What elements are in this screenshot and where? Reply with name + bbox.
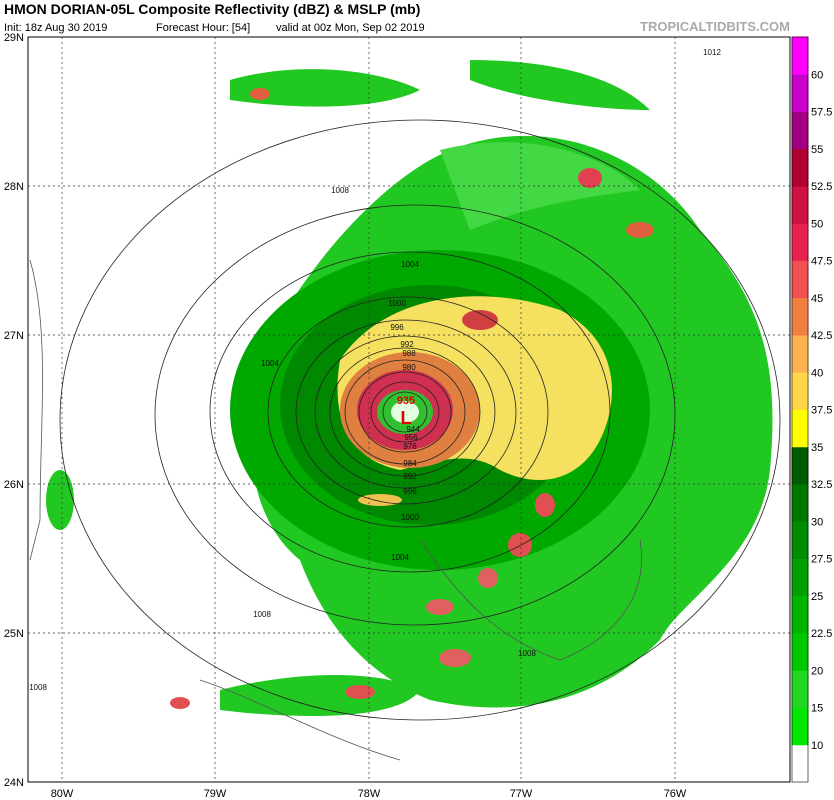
- colorbar-label: 52.5: [811, 181, 832, 193]
- colorbar-segment: [791, 260, 809, 299]
- colorbar-label: 60: [811, 69, 823, 81]
- colorbar-segment: [791, 409, 809, 448]
- colorbar-label: 27.5: [811, 554, 832, 566]
- colorbar-segment: [791, 73, 809, 112]
- isobar-label: 992: [400, 340, 414, 349]
- colorbar-label: 57.5: [811, 107, 832, 119]
- colorbar-label: 35: [811, 442, 823, 454]
- colorbar-segment: [791, 222, 809, 261]
- lat-label: 29N: [4, 32, 24, 44]
- colorbar-label: 15: [811, 703, 823, 715]
- title: HMON DORIAN-05L Composite Reflectivity (…: [4, 1, 420, 17]
- colorbar-label: 55: [811, 144, 823, 156]
- isobar-label: 1008: [253, 610, 271, 619]
- colorbar-label: 40: [811, 367, 823, 379]
- isobar-label: 1004: [401, 260, 419, 269]
- lat-label: 25N: [4, 628, 24, 640]
- colorbar-segment: [791, 148, 809, 187]
- colorbar-label: 22.5: [811, 628, 832, 640]
- isobar-label: 956: [404, 433, 418, 442]
- colorbar-segment: [791, 520, 809, 559]
- colorbar-segment: [791, 483, 809, 522]
- isobar-label: 980: [402, 363, 416, 372]
- colorbar-label: 25: [811, 591, 823, 603]
- colorbar-label: 50: [811, 218, 823, 230]
- lon-label: 79W: [204, 788, 227, 800]
- colorbar-segment: [791, 111, 809, 150]
- isobar-label: 1012: [703, 48, 721, 57]
- isobar-label: 1000: [388, 299, 406, 308]
- isobar-label: 1008: [518, 649, 536, 658]
- lon-label: 76W: [664, 788, 687, 800]
- isobar-label: 988: [402, 349, 416, 358]
- colorbar-segment: [791, 707, 809, 746]
- isobar-label: 1004: [391, 553, 409, 562]
- graticule: [28, 37, 790, 782]
- colorbar-label: 30: [811, 516, 823, 528]
- colorbar-label: 47.5: [811, 256, 832, 268]
- colorbar-segment: [791, 669, 809, 708]
- low-center: L: [401, 408, 412, 428]
- map-area: 935 L: [27, 36, 791, 783]
- colorbar-label: 10: [811, 740, 823, 752]
- colorbar-segment: [791, 558, 809, 597]
- colorbar-label: 42.5: [811, 330, 832, 342]
- colorbar-segment: [791, 371, 809, 410]
- colorbar-segment: [791, 185, 809, 224]
- colorbar-label: 20: [811, 665, 823, 677]
- colorbar-label: 32.5: [811, 479, 832, 491]
- isobar-label: 996: [390, 323, 404, 332]
- colorbar-segment: [791, 632, 809, 671]
- colorbar-label: 45: [811, 293, 823, 305]
- colorbar-segment: [791, 297, 809, 336]
- isobar-label: 1008: [29, 683, 47, 692]
- isobar-label: 944: [406, 425, 420, 434]
- valid-time: valid at 00z Mon, Sep 02 2019: [276, 22, 425, 34]
- colorbar-segment: [791, 595, 809, 634]
- isobar-label: 1000: [401, 513, 419, 522]
- colorbar-segment: [791, 36, 809, 75]
- lat-label: 26N: [4, 479, 24, 491]
- isobar-label: 984: [403, 459, 417, 468]
- lon-label: 77W: [510, 788, 533, 800]
- lat-label: 27N: [4, 330, 24, 342]
- isobars: [59, 119, 781, 721]
- low-pressure: 935: [397, 395, 415, 407]
- isobar-label: 996: [403, 487, 417, 496]
- lat-label: 24N: [4, 777, 24, 789]
- isobar-label: 992: [403, 472, 417, 481]
- isobar-label: 1004: [261, 359, 279, 368]
- watermark: TROPICALTIDBITS.COM: [640, 19, 790, 34]
- init: Init: 18z Aug 30 2019: [4, 22, 107, 34]
- colorbar-label: 37.5: [811, 405, 832, 417]
- isobar-label: 1008: [331, 186, 349, 195]
- lat-label: 28N: [4, 181, 24, 193]
- coastlines: [29, 259, 642, 761]
- isobar-label: 976: [403, 442, 417, 451]
- colorbar-segment: [791, 334, 809, 373]
- forecast-hour: Forecast Hour: [54]: [156, 22, 250, 34]
- lon-label: 78W: [358, 788, 381, 800]
- colorbar-segment: [791, 446, 809, 485]
- lon-label: 80W: [51, 788, 74, 800]
- colorbar-segment: [791, 744, 809, 783]
- colorbar: 10 15 20 22.5 25 27.5 30 32.5 35 37.5 40 42.5 45 47.5…: [791, 36, 832, 783]
- colorbar-frame: [791, 36, 809, 783]
